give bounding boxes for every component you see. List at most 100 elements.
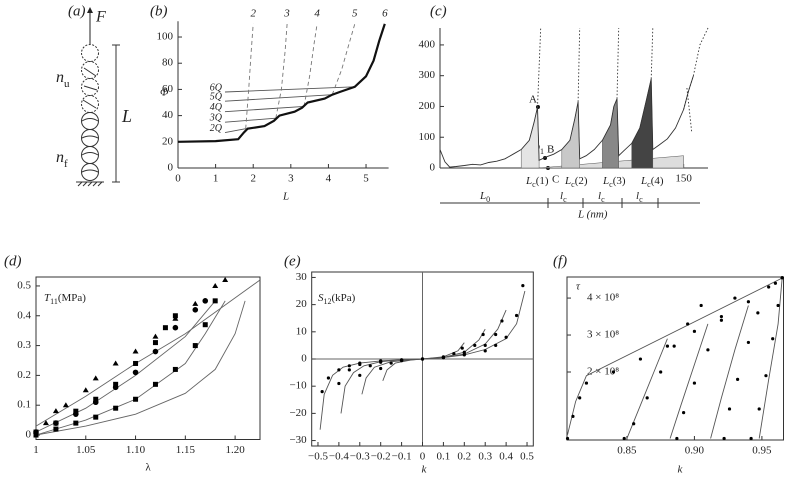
square-point	[73, 420, 79, 426]
dot-point	[611, 370, 616, 374]
y-tick-label: 4 × 10⁸	[587, 292, 619, 304]
square-point	[113, 405, 119, 411]
y-axis-title: S12(kPa)	[318, 292, 356, 307]
beads	[81, 44, 99, 181]
label-main: L	[602, 175, 609, 187]
dot-point	[692, 329, 697, 333]
dot-point	[483, 343, 487, 348]
square-point	[162, 325, 168, 331]
triangle-point	[132, 348, 139, 354]
y-tick-label: 80	[162, 57, 174, 69]
curve	[340, 309, 507, 414]
dot-point	[347, 368, 351, 372]
x-tick-label: 0.4	[499, 451, 513, 463]
y-tick-label: 200	[419, 100, 436, 112]
square-point	[133, 396, 139, 402]
force-label: F	[95, 9, 106, 26]
dot-point	[452, 351, 456, 356]
curve	[224, 86, 355, 93]
curve	[567, 276, 784, 435]
panel-label: (e)	[284, 253, 301, 269]
curve	[331, 23, 356, 95]
dot-point	[320, 390, 324, 394]
series-label: 3Q	[209, 112, 223, 123]
label-main: L	[479, 190, 486, 202]
x-tick-label: −0.3	[350, 451, 370, 463]
square-point	[93, 414, 99, 420]
dot-point	[347, 364, 351, 368]
dot-point	[500, 319, 504, 323]
y-tick-label: 60	[162, 83, 174, 95]
y-tick-label: 0	[301, 353, 307, 365]
x-tick-label: 0.95	[752, 445, 772, 457]
y-tick-label: 20	[162, 135, 174, 147]
x-axis-title: k	[678, 464, 684, 476]
x-tick-label: 0	[175, 173, 181, 185]
triangle-point	[62, 402, 69, 408]
dot-point	[659, 370, 663, 374]
dot-point	[749, 436, 753, 441]
triangle-point	[42, 420, 49, 426]
dot-point	[441, 355, 446, 359]
y-tick-label: 0.4	[17, 309, 31, 321]
y-tick-label: −30	[289, 434, 307, 446]
label-sub: c	[563, 195, 567, 204]
y-tick-label: 0.1	[17, 399, 31, 411]
label-main: T	[44, 292, 51, 304]
curve	[669, 323, 709, 439]
label-suffix: (2)	[575, 175, 588, 187]
label-main: L	[640, 175, 647, 187]
x-axis-title: L	[282, 191, 289, 203]
dot-point	[645, 396, 649, 400]
curve	[35, 279, 261, 427]
plot-frame	[566, 276, 784, 441]
dot-point	[358, 362, 362, 367]
dot-point	[379, 360, 383, 364]
square-point	[53, 420, 59, 426]
triangle-point	[152, 333, 159, 339]
peak-area	[631, 78, 654, 169]
point-label: C	[552, 174, 559, 186]
segment-label: lc	[598, 190, 605, 205]
x-tick-label: 3	[288, 173, 294, 185]
dot-point	[494, 343, 498, 348]
contour-label: Lc(3)	[602, 175, 626, 190]
x-tick-label: 150	[675, 173, 692, 185]
panel-label: (b)	[150, 3, 168, 19]
y-tick-label: 100	[419, 131, 436, 143]
point-label: A	[529, 94, 537, 106]
label-main: L	[525, 175, 532, 187]
y-tick-label: 2 × 10⁸	[587, 366, 619, 378]
label-suffix: (3)	[613, 175, 626, 187]
label-main: l	[560, 190, 563, 202]
dot-point	[578, 396, 582, 400]
dot-point	[571, 414, 575, 418]
dot-point	[584, 381, 589, 385]
curve	[577, 27, 581, 102]
x-tick-label: 0.85	[617, 445, 637, 457]
x-tick-label: −0.5	[308, 451, 328, 463]
curve	[650, 27, 654, 79]
label-main: l	[598, 190, 601, 202]
series-label: 2Q	[210, 123, 223, 134]
y-axis-title: T11(MPa)	[44, 292, 86, 307]
square-point	[192, 343, 198, 349]
dot-point	[389, 361, 393, 365]
y-tick-label: 0	[430, 162, 436, 174]
segment-label: lc	[636, 190, 643, 205]
label-main: S	[318, 292, 324, 304]
x-tick-label: −0.2	[371, 451, 391, 463]
y-tick-label: 30	[296, 271, 308, 283]
square-point	[172, 366, 178, 372]
series-label: 3	[283, 7, 290, 19]
dot-point	[337, 381, 341, 386]
label-sub: c	[532, 180, 536, 189]
y-axis-title: Φ	[160, 87, 169, 99]
dot-point	[420, 357, 425, 361]
panel-label: (f)	[553, 253, 567, 269]
dot-point	[368, 364, 372, 368]
dot-point	[771, 337, 775, 341]
label-sub: 11	[50, 297, 58, 306]
x-axis-title: k	[422, 464, 428, 476]
y-tick-label: 0.3	[17, 339, 31, 351]
